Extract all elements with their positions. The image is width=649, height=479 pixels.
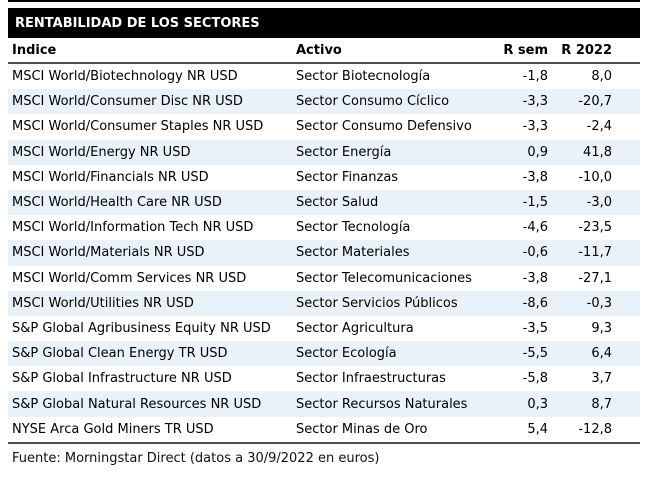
cell-indice: MSCI World/Energy NR USD xyxy=(12,144,191,160)
table-row: S&P Global Clean Energy TR USD Sector Ec… xyxy=(8,341,640,367)
table-row: MSCI World/Health Care NR USD Sector Sal… xyxy=(8,189,640,216)
cell-indice: MSCI World/Information Tech NR USD xyxy=(12,220,254,236)
cell-r-sem: -1,5 xyxy=(522,195,548,211)
cell-r-sem: 5,4 xyxy=(527,421,548,437)
cell-r-2022: -11,7 xyxy=(578,245,612,261)
cell-indice: MSCI World/Health Care NR USD xyxy=(12,195,222,211)
table-row: MSCI World/Materials NR USD Sector Mater… xyxy=(8,240,640,266)
cell-activo: Sector Energía xyxy=(296,144,392,160)
table-header-row: Índice Activo R sem R 2022 xyxy=(8,38,640,62)
table-row: MSCI World/Information Tech NR USD Secto… xyxy=(8,215,640,240)
cell-r-2022: -0,3 xyxy=(586,295,612,311)
cell-activo: Sector Finanzas xyxy=(296,169,399,185)
cell-r-2022: -2,4 xyxy=(586,119,612,135)
cell-activo: Sector Materiales xyxy=(296,245,410,261)
cell-r-2022: 9,3 xyxy=(591,320,612,336)
cell-r-sem: -3,8 xyxy=(522,270,548,286)
cell-indice: MSCI World/Utilities NR USD xyxy=(12,295,194,311)
cell-indice: S&P Global Infrastructure NR USD xyxy=(12,371,232,387)
cell-r-2022: 41,8 xyxy=(583,144,612,160)
cell-r-2022: -23,5 xyxy=(578,220,612,236)
table-row: S&P Global Agribusiness Equity NR USD Se… xyxy=(8,316,640,341)
cell-r-2022: -12,8 xyxy=(578,421,612,437)
cell-activo: Sector Consumo Cíclico xyxy=(296,94,450,110)
footer-divider xyxy=(8,441,640,444)
table-title: RENTABILIDAD DE LOS SECTORES xyxy=(15,15,260,31)
cell-indice: MSCI World/Materials NR USD xyxy=(12,245,205,261)
cell-indice: NYSE Arca Gold Miners TR USD xyxy=(12,421,214,437)
table-row: NYSE Arca Gold Miners TR USD Sector Mina… xyxy=(8,417,640,442)
table-row: MSCI World/Energy NR USD Sector Energía … xyxy=(8,139,640,165)
column-header-activo: Activo xyxy=(296,42,342,58)
cell-activo: Sector Biotecnología xyxy=(296,69,431,85)
source-note: Fuente: Morningstar Direct (datos a 30/9… xyxy=(12,450,380,466)
table-row: S&P Global Infrastructure NR USD Sector … xyxy=(8,366,640,391)
cell-activo: Sector Ecología xyxy=(296,346,397,362)
table-row: S&P Global Natural Resources NR USD Sect… xyxy=(8,391,640,417)
cell-indice: MSCI World/Consumer Staples NR USD xyxy=(12,119,264,135)
cell-indice: S&P Global Natural Resources NR USD xyxy=(12,396,262,412)
cell-activo: Sector Minas de Oro xyxy=(296,421,428,437)
cell-activo: Sector Tecnología xyxy=(296,220,411,236)
cell-r-sem: 0,9 xyxy=(527,144,548,160)
cell-r-sem: -5,5 xyxy=(522,346,548,362)
cell-r-sem: -0,6 xyxy=(522,245,548,261)
table-row: MSCI World/Utilities NR USD Sector Servi… xyxy=(8,290,640,316)
cell-activo: Sector Consumo Defensivo xyxy=(296,119,472,135)
column-header-r-sem: R sem xyxy=(503,42,548,58)
cell-indice: MSCI World/Financials NR USD xyxy=(12,169,209,185)
table-body: MSCI World/Biotechnology NR USD Sector B… xyxy=(8,64,640,442)
cell-r-sem: -8,6 xyxy=(522,295,548,311)
cell-indice: S&P Global Clean Energy TR USD xyxy=(12,346,228,362)
cell-indice: MSCI World/Biotechnology NR USD xyxy=(12,69,238,85)
top-rule xyxy=(8,0,640,2)
cell-r-2022: 8,7 xyxy=(591,396,612,412)
cell-r-sem: -3,8 xyxy=(522,169,548,185)
table-row: MSCI World/Consumer Staples NR USD Secto… xyxy=(8,114,640,139)
cell-r-sem: -1,8 xyxy=(522,69,548,85)
cell-activo: Sector Infraestructuras xyxy=(296,371,446,387)
cell-activo: Sector Servicios Públicos xyxy=(296,295,458,311)
cell-r-2022: -20,7 xyxy=(578,94,612,110)
cell-activo: Sector Agricultura xyxy=(296,320,414,336)
cell-r-sem: 0,3 xyxy=(527,396,548,412)
cell-activo: Sector Salud xyxy=(296,195,379,211)
cell-r-sem: -4,6 xyxy=(522,220,548,236)
cell-r-sem: -3,5 xyxy=(522,320,548,336)
cell-r-2022: -3,0 xyxy=(586,195,612,211)
cell-r-sem: -5,8 xyxy=(522,371,548,387)
cell-r-2022: -10,0 xyxy=(578,169,612,185)
cell-r-2022: 8,0 xyxy=(591,69,612,85)
cell-indice: MSCI World/Consumer Disc NR USD xyxy=(12,94,243,110)
cell-r-sem: -3,3 xyxy=(522,94,548,110)
table-row: MSCI World/Financials NR USD Sector Fina… xyxy=(8,165,640,190)
table-row: MSCI World/Biotechnology NR USD Sector B… xyxy=(8,64,640,89)
cell-activo: Sector Recursos Naturales xyxy=(296,396,468,412)
cell-activo: Sector Telecomunicaciones xyxy=(296,270,472,286)
column-header-r-2022: R 2022 xyxy=(561,42,612,58)
table-row: MSCI World/Consumer Disc NR USD Sector C… xyxy=(8,89,640,115)
cell-indice: S&P Global Agribusiness Equity NR USD xyxy=(12,320,271,336)
column-header-indice: Índice xyxy=(12,42,57,58)
cell-r-sem: -3,3 xyxy=(522,119,548,135)
header-divider xyxy=(8,62,640,64)
cell-r-2022: 3,7 xyxy=(591,371,612,387)
cell-r-2022: -27,1 xyxy=(578,270,612,286)
table-title-banner: RENTABILIDAD DE LOS SECTORES xyxy=(8,8,640,38)
cell-indice: MSCI World/Comm Services NR USD xyxy=(12,270,247,286)
table-row: MSCI World/Comm Services NR USD Sector T… xyxy=(8,266,640,291)
cell-r-2022: 6,4 xyxy=(591,346,612,362)
table-content: RENTABILIDAD DE LOS SECTORES Índice Acti… xyxy=(8,0,640,466)
